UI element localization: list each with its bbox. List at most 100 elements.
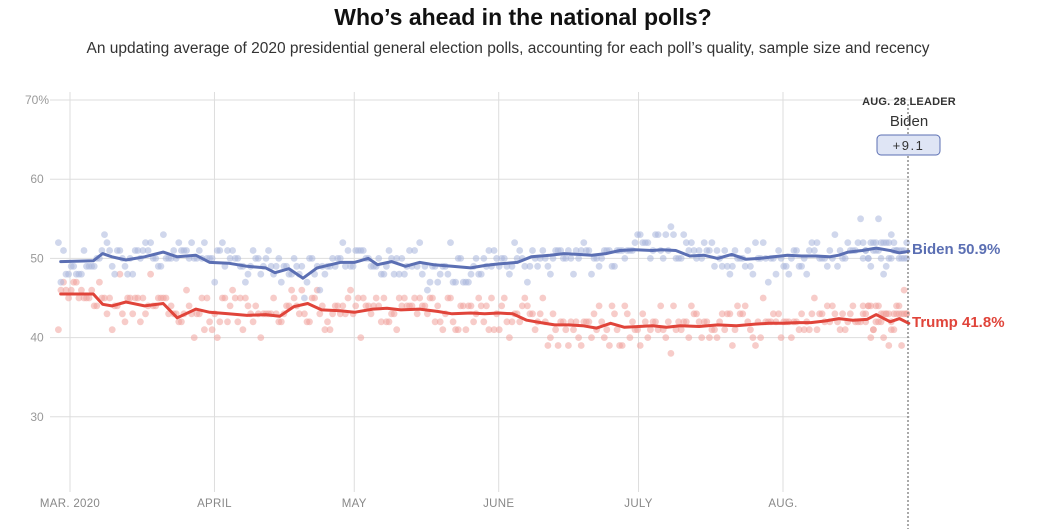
biden-poll-dot	[880, 270, 887, 278]
trump-poll-dot	[488, 294, 495, 302]
biden-poll-dot	[565, 247, 572, 254]
trump-poll-dot	[429, 294, 436, 302]
trump-poll-dot	[65, 294, 72, 302]
biden-poll-dot	[903, 255, 911, 262]
biden-poll-dot	[580, 239, 588, 247]
biden-poll-dot	[567, 255, 575, 262]
trump-poll-dot	[770, 310, 777, 318]
biden-poll-dot	[147, 239, 155, 247]
trump-poll-dot	[85, 294, 93, 302]
trump-poll-dot	[431, 318, 439, 326]
biden-poll-dot	[859, 255, 867, 262]
biden-poll-dot	[585, 247, 593, 254]
trump-poll-dot	[682, 318, 690, 326]
trump-poll-dot	[900, 286, 908, 294]
biden-poll-dot	[303, 278, 311, 286]
trump-poll-dot	[334, 302, 342, 310]
trump-poll-dot	[377, 318, 385, 326]
biden-poll-dot	[339, 239, 347, 247]
biden-poll-dot	[749, 270, 757, 278]
trump-poll-dot	[508, 318, 516, 326]
biden-poll-dot	[244, 270, 252, 278]
trump-poll-dot	[885, 310, 893, 318]
trump-poll-dot	[600, 334, 608, 341]
biden-poll-dot	[398, 255, 406, 262]
trump-poll-dot	[652, 318, 659, 326]
trump-poll-dot	[890, 326, 898, 334]
biden-poll-dot	[390, 270, 398, 278]
trump-poll-dot	[549, 310, 557, 318]
trump-poll-dot	[880, 334, 887, 341]
biden-poll-dot	[90, 262, 98, 270]
trump-poll-dot	[524, 302, 531, 310]
biden-poll-dot	[359, 247, 367, 254]
biden-poll-dot	[265, 247, 272, 254]
biden-poll-dot	[764, 278, 772, 286]
leader-name: Biden	[890, 113, 928, 130]
trump-poll-dot	[639, 310, 647, 318]
trump-poll-dot	[829, 302, 836, 310]
trump-poll-dot	[506, 334, 513, 341]
trump-poll-dot	[311, 294, 318, 302]
biden-poll-dot	[329, 255, 336, 262]
biden-poll-dot	[139, 247, 147, 254]
trump-poll-dot	[103, 310, 111, 318]
trump-poll-dot	[126, 294, 134, 302]
biden-poll-dot	[242, 278, 249, 286]
trump-poll-dot	[57, 286, 65, 294]
trump-poll-dot	[695, 318, 703, 326]
trump-poll-dot	[777, 334, 785, 341]
trump-poll-dot	[759, 294, 767, 302]
trump-poll-dot	[106, 294, 113, 302]
trump-poll-dot	[321, 326, 329, 334]
trump-end-label: Trump 41.8%	[912, 314, 1005, 331]
biden-poll-dot	[111, 270, 119, 278]
biden-poll-dot	[659, 255, 667, 262]
trump-poll-dot	[862, 310, 870, 318]
y-tick-label: 30	[30, 410, 44, 424]
biden-poll-dot	[175, 239, 183, 247]
biden-poll-dot	[308, 255, 316, 262]
trump-poll-dot	[539, 294, 547, 302]
biden-poll-dot	[380, 270, 388, 278]
trump-poll-dot	[739, 310, 747, 318]
biden-poll-dot	[654, 231, 662, 239]
trump-poll-dot	[516, 318, 524, 326]
biden-poll-dot	[747, 262, 754, 270]
trump-poll-dot	[672, 326, 680, 334]
biden-poll-dot	[393, 255, 401, 262]
trump-poll-dot	[831, 310, 839, 318]
biden-poll-dot	[129, 270, 137, 278]
biden-poll-dot	[219, 239, 226, 247]
trump-poll-dot	[490, 326, 498, 334]
trump-poll-dot	[749, 334, 757, 341]
trump-poll-dot	[398, 302, 406, 310]
trump-poll-dot	[290, 294, 298, 302]
biden-poll-dot	[229, 247, 237, 254]
trump-poll-dot	[647, 326, 654, 334]
trump-poll-dot	[698, 334, 706, 341]
trump-poll-dot	[121, 318, 129, 326]
biden-poll-dot	[557, 247, 565, 254]
biden-poll-dot	[267, 262, 275, 270]
y-axis-labels: 70% 60 50 40 30	[25, 93, 49, 424]
trump-poll-dot	[93, 302, 101, 310]
biden-poll-dot	[298, 262, 306, 270]
y-tick-label: 40	[30, 331, 44, 345]
biden-poll-dot	[500, 255, 508, 262]
biden-poll-dot	[467, 270, 475, 278]
biden-poll-dot	[80, 247, 88, 254]
trump-poll-dot	[231, 294, 239, 302]
biden-poll-dot	[831, 231, 839, 239]
biden-poll-dot	[152, 255, 160, 262]
trump-poll-dot	[221, 294, 229, 302]
trump-poll-dot	[198, 294, 206, 302]
trump-poll-dot	[359, 294, 367, 302]
biden-poll-dot	[726, 270, 734, 278]
biden-poll-dot	[711, 262, 718, 270]
trump-poll-dot	[78, 286, 85, 294]
trump-poll-dot	[688, 302, 695, 310]
trump-poll-dot	[167, 302, 175, 310]
trump-poll-dot	[570, 326, 577, 334]
trump-poll-dot	[867, 302, 875, 310]
